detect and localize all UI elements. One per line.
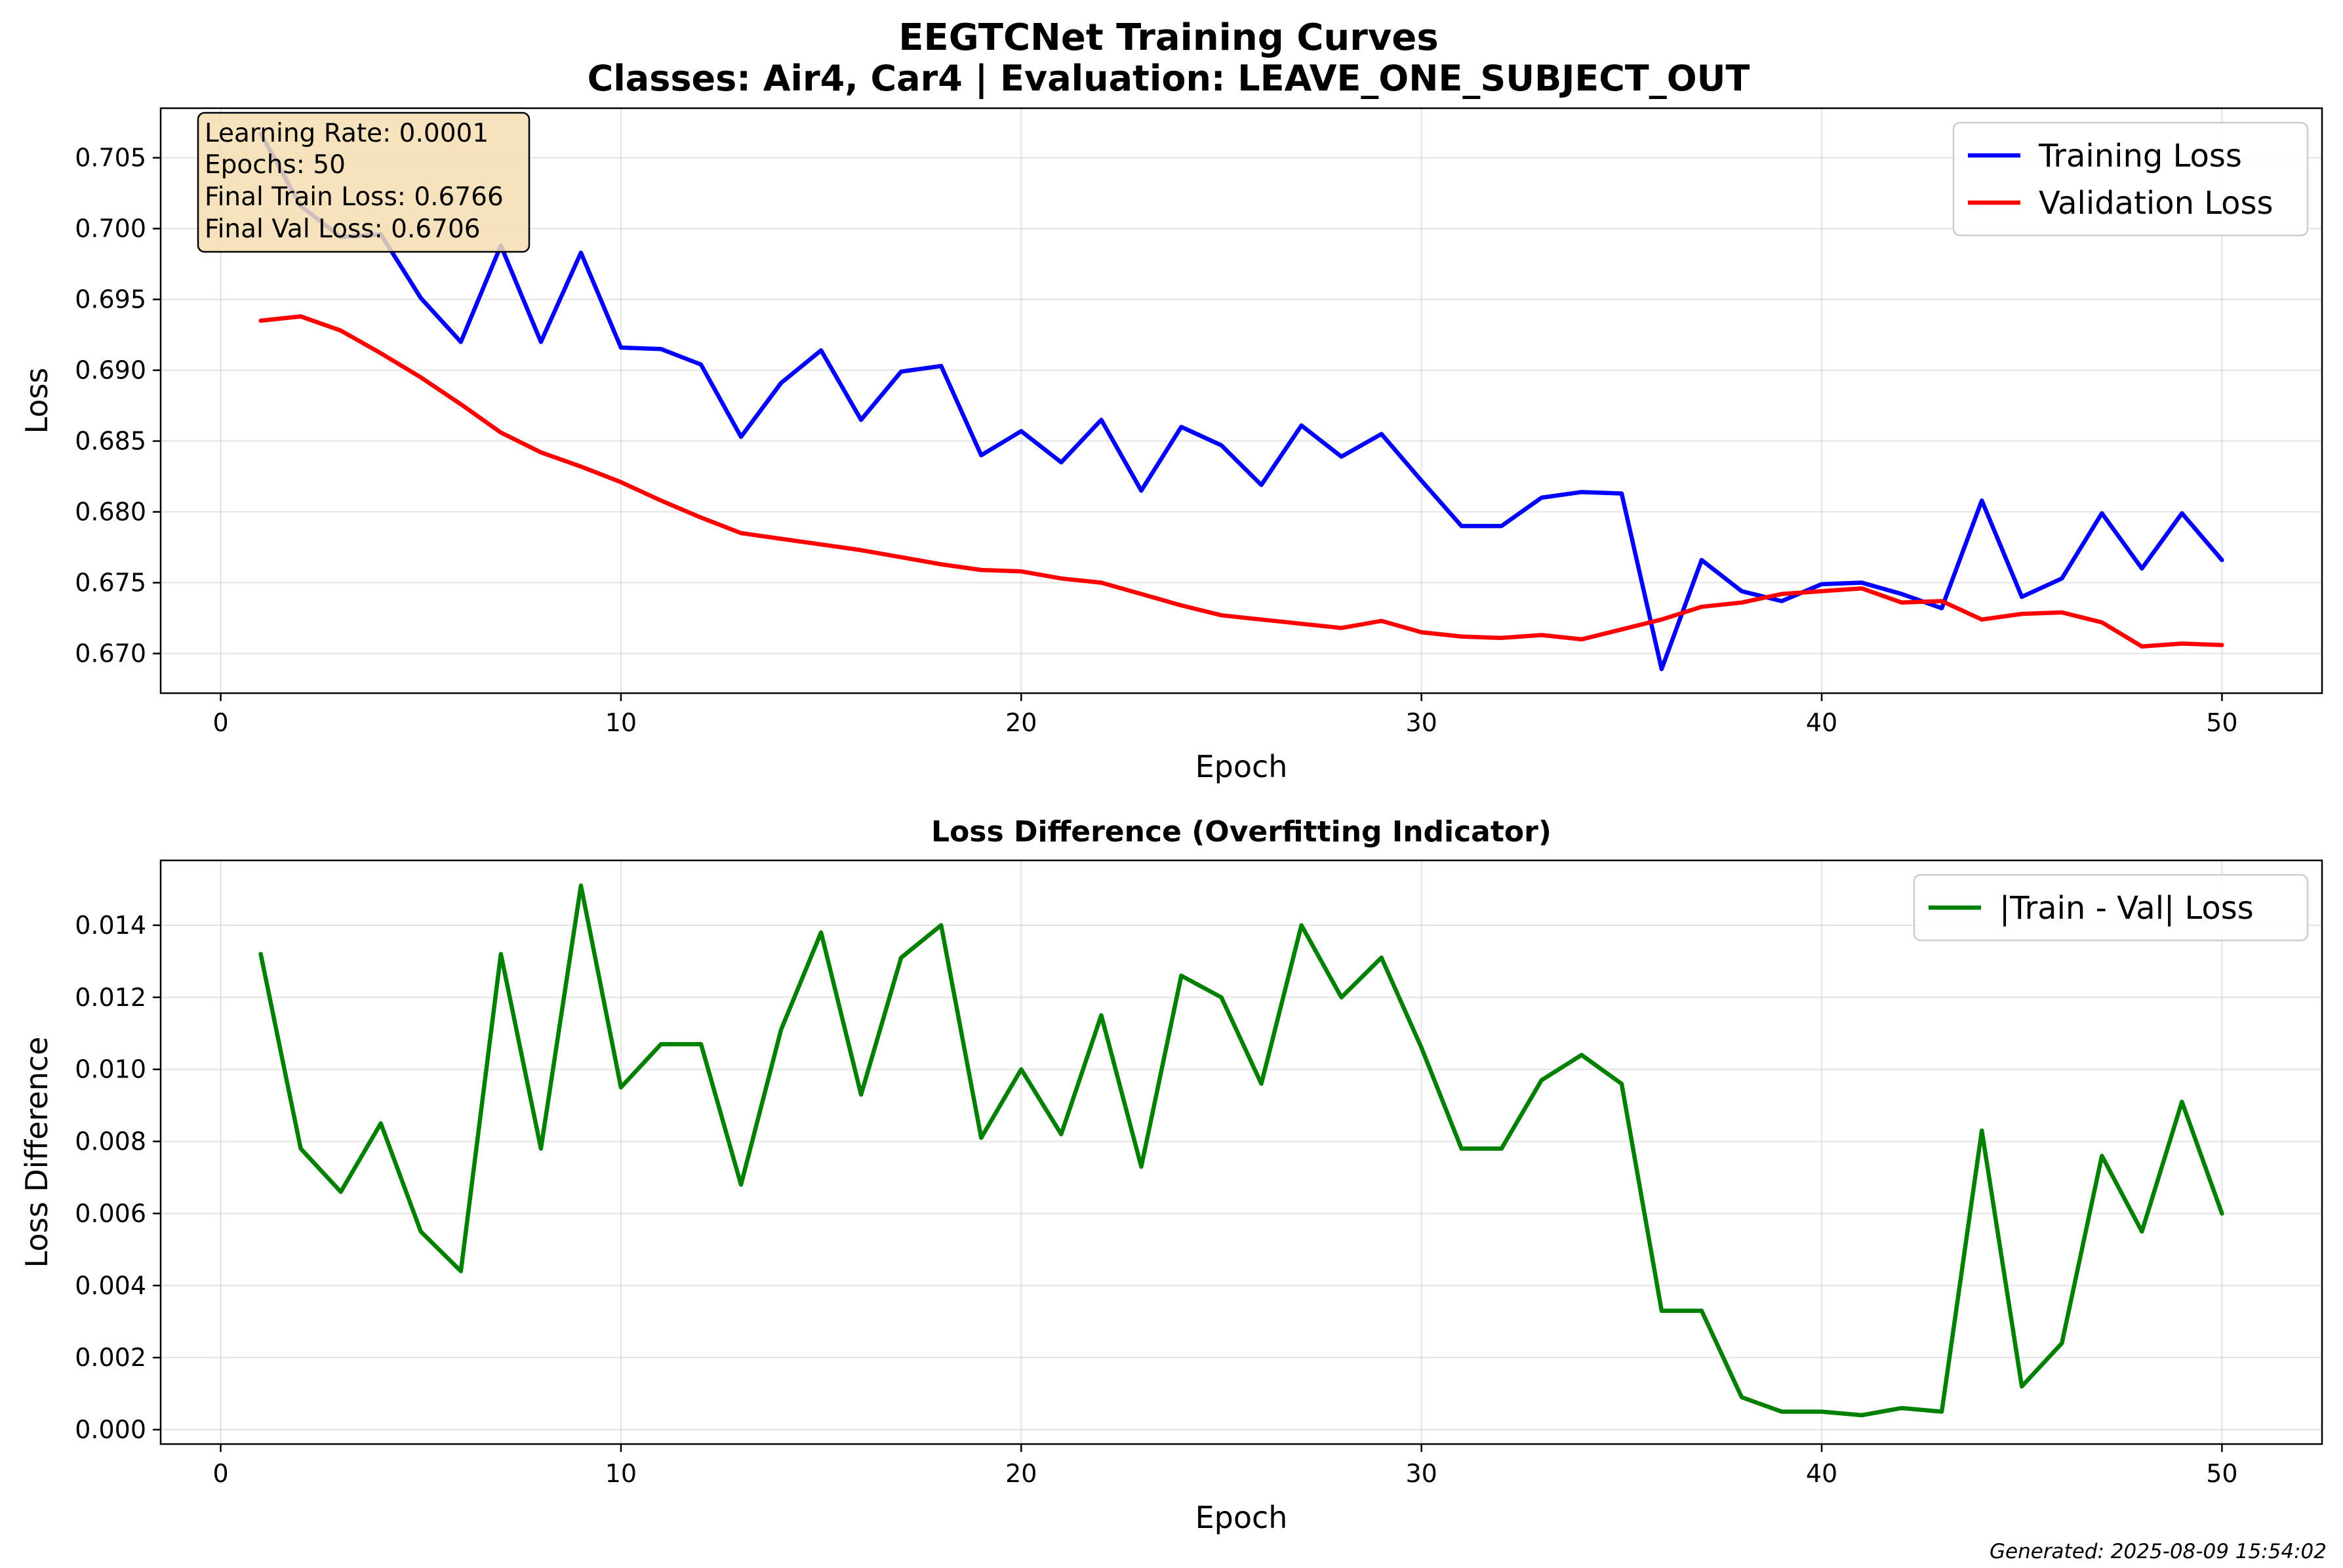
x-tick-label: 40 — [1806, 1459, 1837, 1488]
y-tick-label: 0.680 — [75, 498, 146, 527]
legend-label: Training Loss — [2038, 138, 2242, 174]
plot-frame — [159, 859, 2323, 1445]
y-tick-label: 0.008 — [75, 1127, 146, 1156]
y-tick-label: 0.670 — [75, 639, 146, 668]
y-tick-label: 0.000 — [75, 1415, 146, 1444]
y-axis-label: Loss Difference — [19, 1037, 54, 1268]
figure-title-line1: EEGTCNet Training Curves — [898, 16, 1438, 59]
y-tick-label: 0.690 — [75, 356, 146, 385]
x-tick-label: 30 — [1405, 708, 1437, 737]
y-tick-label: 0.685 — [75, 427, 146, 456]
legend-box — [1913, 874, 2309, 942]
panel-title: Loss Difference (Overfitting Indicator) — [931, 815, 1552, 849]
legend-box — [1952, 121, 2309, 237]
x-tick-label: 20 — [1005, 1459, 1037, 1488]
x-tick-label: 40 — [1806, 708, 1837, 737]
y-axis-label: Loss — [19, 368, 54, 434]
generated-timestamp: Generated: 2025-08-09 15:54:02 — [1990, 1540, 2327, 1563]
y-tick-label: 0.705 — [75, 144, 146, 172]
series-line-train-val-loss — [258, 883, 2224, 1418]
x-tick-label: 30 — [1405, 1459, 1437, 1488]
series-line-validation-loss — [258, 314, 2224, 649]
x-tick-label: 50 — [2206, 708, 2237, 737]
y-tick-label: 0.014 — [75, 911, 146, 940]
series-line-training-loss — [258, 131, 2224, 672]
legend-label: Validation Loss — [2039, 185, 2273, 222]
x-tick-label: 10 — [605, 708, 637, 737]
x-tick-label: 10 — [605, 1459, 637, 1488]
x-axis-label: Epoch — [1195, 749, 1288, 784]
y-tick-label: 0.006 — [75, 1199, 146, 1228]
y-tick-label: 0.002 — [75, 1343, 146, 1372]
info-learning-rate: Learning Rate: 0.0001 — [205, 119, 489, 148]
y-tick-label: 0.010 — [75, 1055, 146, 1084]
y-tick-label: 0.695 — [75, 285, 146, 314]
figure-title-line2: Classes: Air4, Car4 | Evaluation: LEAVE_… — [588, 58, 1750, 99]
y-tick-label: 0.700 — [75, 214, 146, 243]
info-final-val-loss: Final Val Loss: 0.6706 — [205, 214, 481, 244]
legend-label: |Train - Val| Loss — [1999, 890, 2254, 927]
x-tick-label: 50 — [2206, 1459, 2237, 1488]
legend: |Train - Val| Loss — [1913, 874, 2309, 942]
info-epochs: Epochs: 50 — [205, 150, 346, 180]
info-final-train-loss: Final Train Loss: 0.6766 — [205, 182, 504, 212]
info-box: Learning Rate: 0.0001 Epochs: 50 Final T… — [197, 111, 531, 253]
x-tick-label: 20 — [1005, 708, 1037, 737]
info-box-background — [197, 111, 531, 253]
x-axis-label: Epoch — [1195, 1500, 1288, 1535]
legend: Training Loss Validation Loss — [1952, 121, 2309, 237]
y-tick-label: 0.012 — [75, 983, 146, 1012]
y-tick-label: 0.004 — [75, 1271, 146, 1300]
loss-difference-panel: 0 10 20 30 40 50 0.000 0.002 0.004 0.006 0.008 0.01… — [19, 815, 2323, 1535]
x-tick-label: 0 — [212, 708, 228, 737]
x-tick-label: 0 — [212, 1459, 228, 1488]
y-tick-label: 0.675 — [75, 569, 146, 597]
plot-frame — [159, 107, 2323, 694]
loss-curves-panel: 0 10 20 30 40 50 0.670 0.675 0.680 0.685 0.690 0.69… — [19, 107, 2323, 784]
